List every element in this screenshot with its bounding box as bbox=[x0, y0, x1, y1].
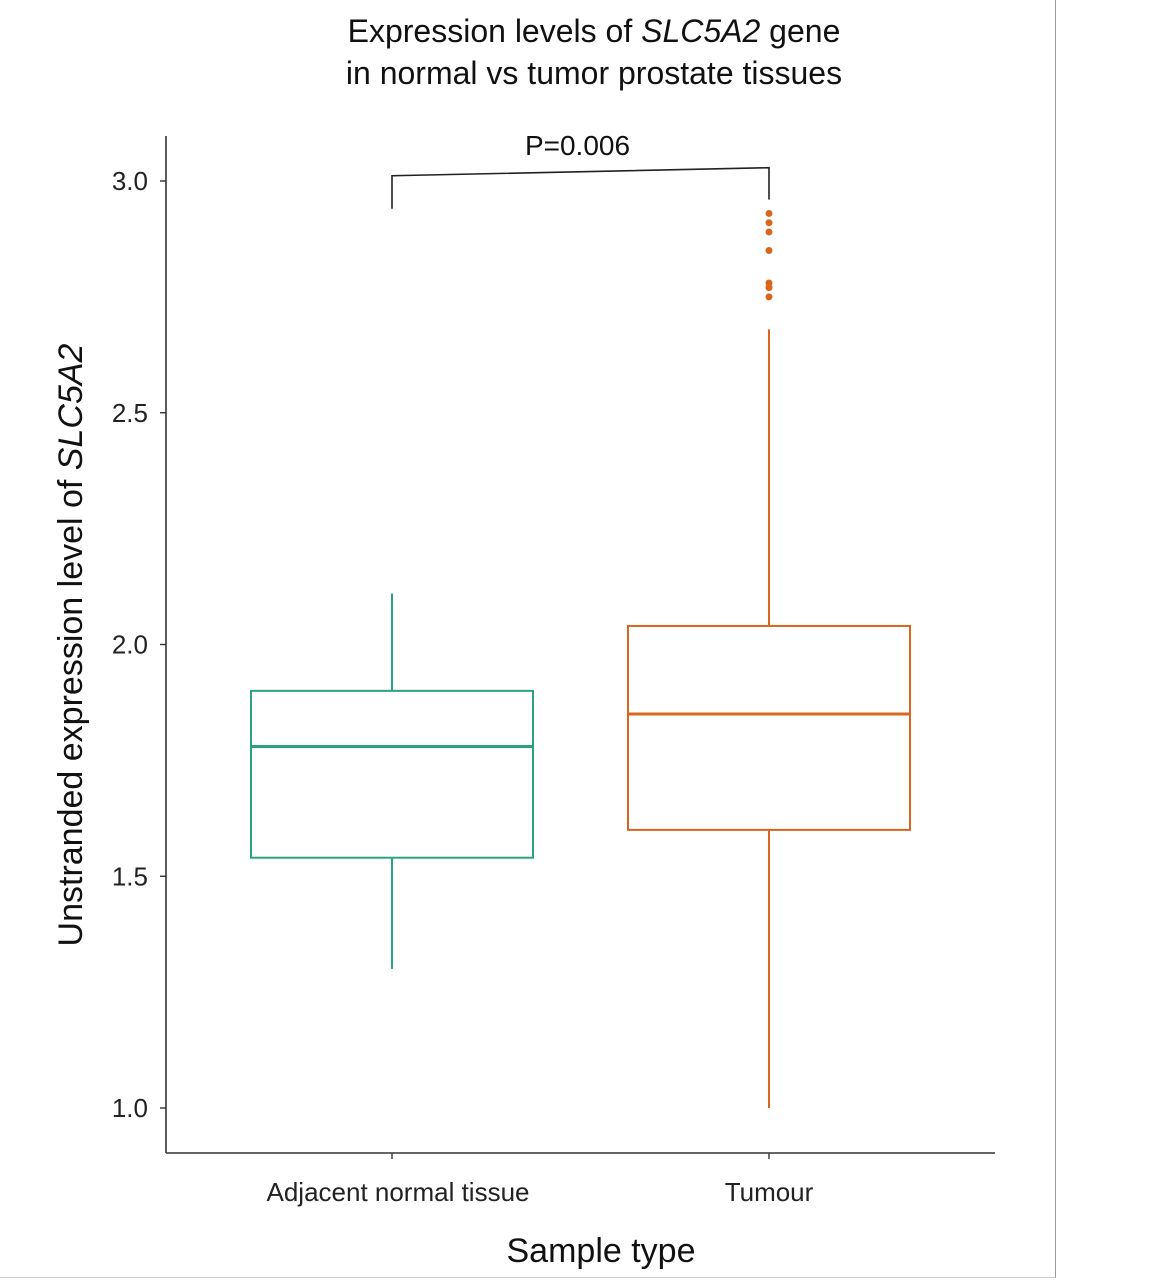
title-gene-name: SLC5A2 bbox=[641, 13, 761, 49]
outlier-point bbox=[765, 228, 773, 236]
y-tick-label: 1.5 bbox=[112, 861, 148, 891]
outlier-point bbox=[765, 247, 773, 255]
x-axis-title: Sample type bbox=[507, 1232, 696, 1270]
y-tick-label: 2.0 bbox=[112, 630, 148, 660]
bracket-line bbox=[391, 166, 770, 209]
outlier-point bbox=[765, 293, 773, 301]
x-tick-label: Tumour bbox=[725, 1177, 814, 1207]
box-group bbox=[627, 209, 911, 1108]
axes bbox=[165, 136, 995, 1154]
p-value-label: P=0.006 bbox=[525, 130, 630, 161]
y-tick-label: 1.0 bbox=[112, 1093, 148, 1123]
outlier-point bbox=[765, 279, 773, 287]
x-axis-ticks: Adjacent normal tissue Tumour bbox=[266, 1153, 814, 1207]
y-axis-title: Unstranded expression level of SLC5A2 bbox=[52, 343, 90, 946]
box-iqr bbox=[627, 624, 911, 831]
chart-title: Expression levels of SLC5A2 gene in norm… bbox=[0, 10, 1172, 94]
box-iqr bbox=[250, 689, 534, 859]
outlier-point bbox=[765, 209, 773, 217]
y-tick-label: 3.0 bbox=[112, 166, 148, 196]
y-axis-ticks: 1.0 1.5 2.0 2.5 3.0 bbox=[112, 166, 166, 1123]
x-tick-label: Adjacent normal tissue bbox=[266, 1177, 529, 1207]
boxes bbox=[250, 209, 911, 1108]
box-group bbox=[250, 593, 534, 969]
y-tick-label: 2.5 bbox=[112, 398, 148, 428]
title-line-1: Expression levels of SLC5A2 gene bbox=[347, 13, 841, 49]
figure-frame bbox=[0, 0, 1056, 1278]
outlier-point bbox=[765, 219, 773, 227]
significance-bracket: P=0.006 bbox=[391, 130, 770, 209]
title-line-2: in normal vs tumor prostate tissues bbox=[345, 55, 843, 91]
